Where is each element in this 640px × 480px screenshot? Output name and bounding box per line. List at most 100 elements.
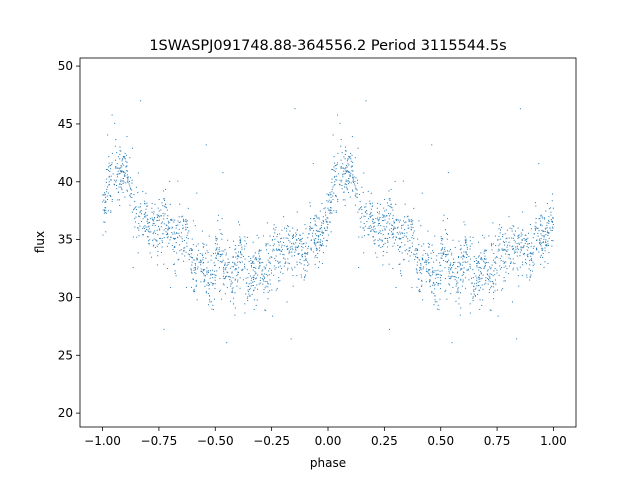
data-point <box>494 261 496 263</box>
data-point <box>181 238 183 240</box>
data-point <box>300 274 302 276</box>
data-point <box>228 261 230 263</box>
data-point <box>355 187 357 189</box>
data-point <box>505 271 507 273</box>
data-point <box>239 242 241 244</box>
data-point <box>256 299 258 301</box>
data-point <box>131 196 133 198</box>
data-point <box>402 224 404 226</box>
data-point <box>328 221 330 223</box>
data-point <box>234 279 236 281</box>
data-point <box>452 264 454 266</box>
data-point <box>541 225 543 227</box>
data-point <box>185 224 187 226</box>
data-point <box>320 243 322 245</box>
data-point <box>458 287 460 289</box>
data-point <box>428 280 430 282</box>
data-point <box>261 270 263 272</box>
data-point <box>371 226 373 228</box>
data-point <box>262 235 264 237</box>
data-point <box>156 220 158 222</box>
data-point <box>149 231 151 233</box>
data-point <box>442 238 444 240</box>
data-point <box>119 146 121 148</box>
data-point <box>295 248 297 250</box>
data-point <box>507 273 509 275</box>
data-point <box>166 225 168 227</box>
data-point <box>506 237 508 239</box>
data-point <box>387 205 389 207</box>
data-point <box>389 205 391 207</box>
data-point <box>472 236 474 238</box>
data-point <box>440 236 442 238</box>
data-point <box>193 278 195 280</box>
data-point <box>215 243 217 245</box>
data-point <box>263 289 265 291</box>
data-point <box>341 152 343 154</box>
data-point <box>355 188 357 190</box>
data-point <box>530 252 532 254</box>
data-point <box>125 182 127 184</box>
data-point <box>335 179 337 181</box>
data-point <box>479 308 481 310</box>
data-point <box>396 218 398 220</box>
data-point <box>181 253 183 255</box>
data-point <box>517 275 519 277</box>
data-point <box>399 263 401 265</box>
data-point <box>134 221 136 223</box>
data-point <box>417 257 419 259</box>
data-point <box>477 293 479 295</box>
data-point <box>495 262 497 264</box>
data-point <box>384 210 386 212</box>
data-point <box>226 275 228 277</box>
data-point <box>542 241 544 243</box>
data-point <box>486 270 488 272</box>
data-point <box>254 299 256 301</box>
data-point <box>319 234 321 236</box>
data-point <box>214 283 216 285</box>
data-point <box>146 218 148 220</box>
data-point <box>286 301 288 303</box>
data-point <box>431 144 433 146</box>
data-point <box>215 238 217 240</box>
data-point <box>305 259 307 261</box>
data-point <box>163 190 165 192</box>
data-point <box>221 254 223 256</box>
data-point <box>363 229 365 231</box>
data-point <box>286 249 288 251</box>
data-point <box>392 217 394 219</box>
data-point <box>332 195 334 197</box>
data-point <box>473 273 475 275</box>
data-point <box>268 290 270 292</box>
data-point <box>509 265 511 267</box>
data-point <box>207 261 209 263</box>
data-point <box>344 158 346 160</box>
data-point <box>443 249 445 251</box>
data-point <box>121 163 123 165</box>
data-point <box>104 210 106 212</box>
data-point <box>460 245 462 247</box>
data-point <box>121 158 123 160</box>
data-point <box>283 265 285 267</box>
data-point <box>170 218 172 220</box>
data-point <box>475 287 477 289</box>
data-point <box>226 264 228 266</box>
data-point <box>239 261 241 263</box>
data-point <box>545 234 547 236</box>
data-point <box>267 282 269 284</box>
data-point <box>185 226 187 228</box>
data-point <box>386 251 388 253</box>
data-point <box>117 167 119 169</box>
data-point <box>197 268 199 270</box>
data-point <box>214 270 216 272</box>
data-point <box>520 232 522 234</box>
data-point <box>172 219 174 221</box>
data-point <box>356 189 358 191</box>
data-point <box>199 259 201 261</box>
data-point <box>156 239 158 241</box>
data-point <box>501 289 503 291</box>
data-point <box>379 222 381 224</box>
data-point <box>445 229 447 231</box>
data-point <box>345 179 347 181</box>
data-point <box>110 164 112 166</box>
